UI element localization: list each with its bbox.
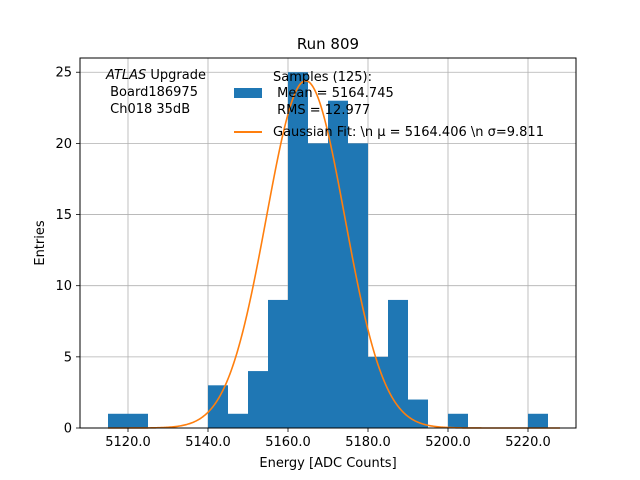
y-axis-ticks: 0 5 10 15 20 25 (55, 66, 80, 437)
x-tick-label: 5220.0 (505, 435, 551, 450)
histogram-bar (408, 399, 428, 428)
x-tick-label: 5200.0 (425, 435, 471, 450)
histogram-bar (368, 356, 388, 428)
annotation-line: Ch018 35dB (106, 102, 190, 117)
x-tick-label: 5120.0 (105, 435, 151, 450)
histogram-bar (228, 413, 248, 428)
y-tick-label: 10 (55, 279, 72, 294)
legend-bar-label: Mean = 5164.745 (273, 86, 394, 101)
histogram-bar (268, 299, 288, 428)
legend-fit-label: Gaussian Fit: \n μ = 5164.406 \n σ=9.811 (273, 125, 544, 140)
histogram-bar (388, 299, 408, 428)
y-axis-title: Entries (33, 220, 48, 266)
histogram-bar (248, 371, 268, 428)
histogram-bar (308, 143, 328, 428)
legend-bar-label: Samples (125): (273, 70, 372, 85)
y-tick-label: 25 (55, 66, 72, 81)
histogram-bar (128, 413, 148, 428)
histogram-bars (108, 72, 548, 428)
x-axis-ticks: 5120.0 5140.0 5160.0 5180.0 5200.0 5220.0 (105, 428, 551, 450)
y-tick-label: 0 (64, 422, 72, 437)
annotation-line: ATLAS Upgrade (105, 68, 206, 83)
histogram-bar (448, 413, 468, 428)
legend: Samples (125): Mean = 5164.745 RMS = 12.… (234, 70, 544, 140)
x-tick-label: 5140.0 (185, 435, 231, 450)
legend-bar-swatch (234, 88, 262, 98)
legend-bar-label: RMS = 12.977 (273, 103, 370, 118)
histogram-bar (288, 72, 308, 428)
x-tick-label: 5180.0 (345, 435, 391, 450)
chart-title: Run 809 (297, 35, 359, 53)
y-tick-label: 15 (55, 208, 72, 223)
annotation-line: Board186975 (106, 85, 198, 100)
y-tick-label: 5 (64, 350, 72, 365)
y-tick-label: 20 (55, 137, 72, 152)
histogram-bar (528, 413, 548, 428)
histogram-bar (108, 413, 128, 428)
x-axis-title: Energy [ADC Counts] (259, 456, 396, 471)
histogram-bar (328, 100, 348, 428)
atlas-annotation: ATLAS Upgrade Board186975 Ch018 35dB (105, 68, 206, 117)
histogram-bar (208, 385, 228, 428)
x-tick-label: 5160.0 (265, 435, 311, 450)
plot-frame (79, 57, 577, 429)
